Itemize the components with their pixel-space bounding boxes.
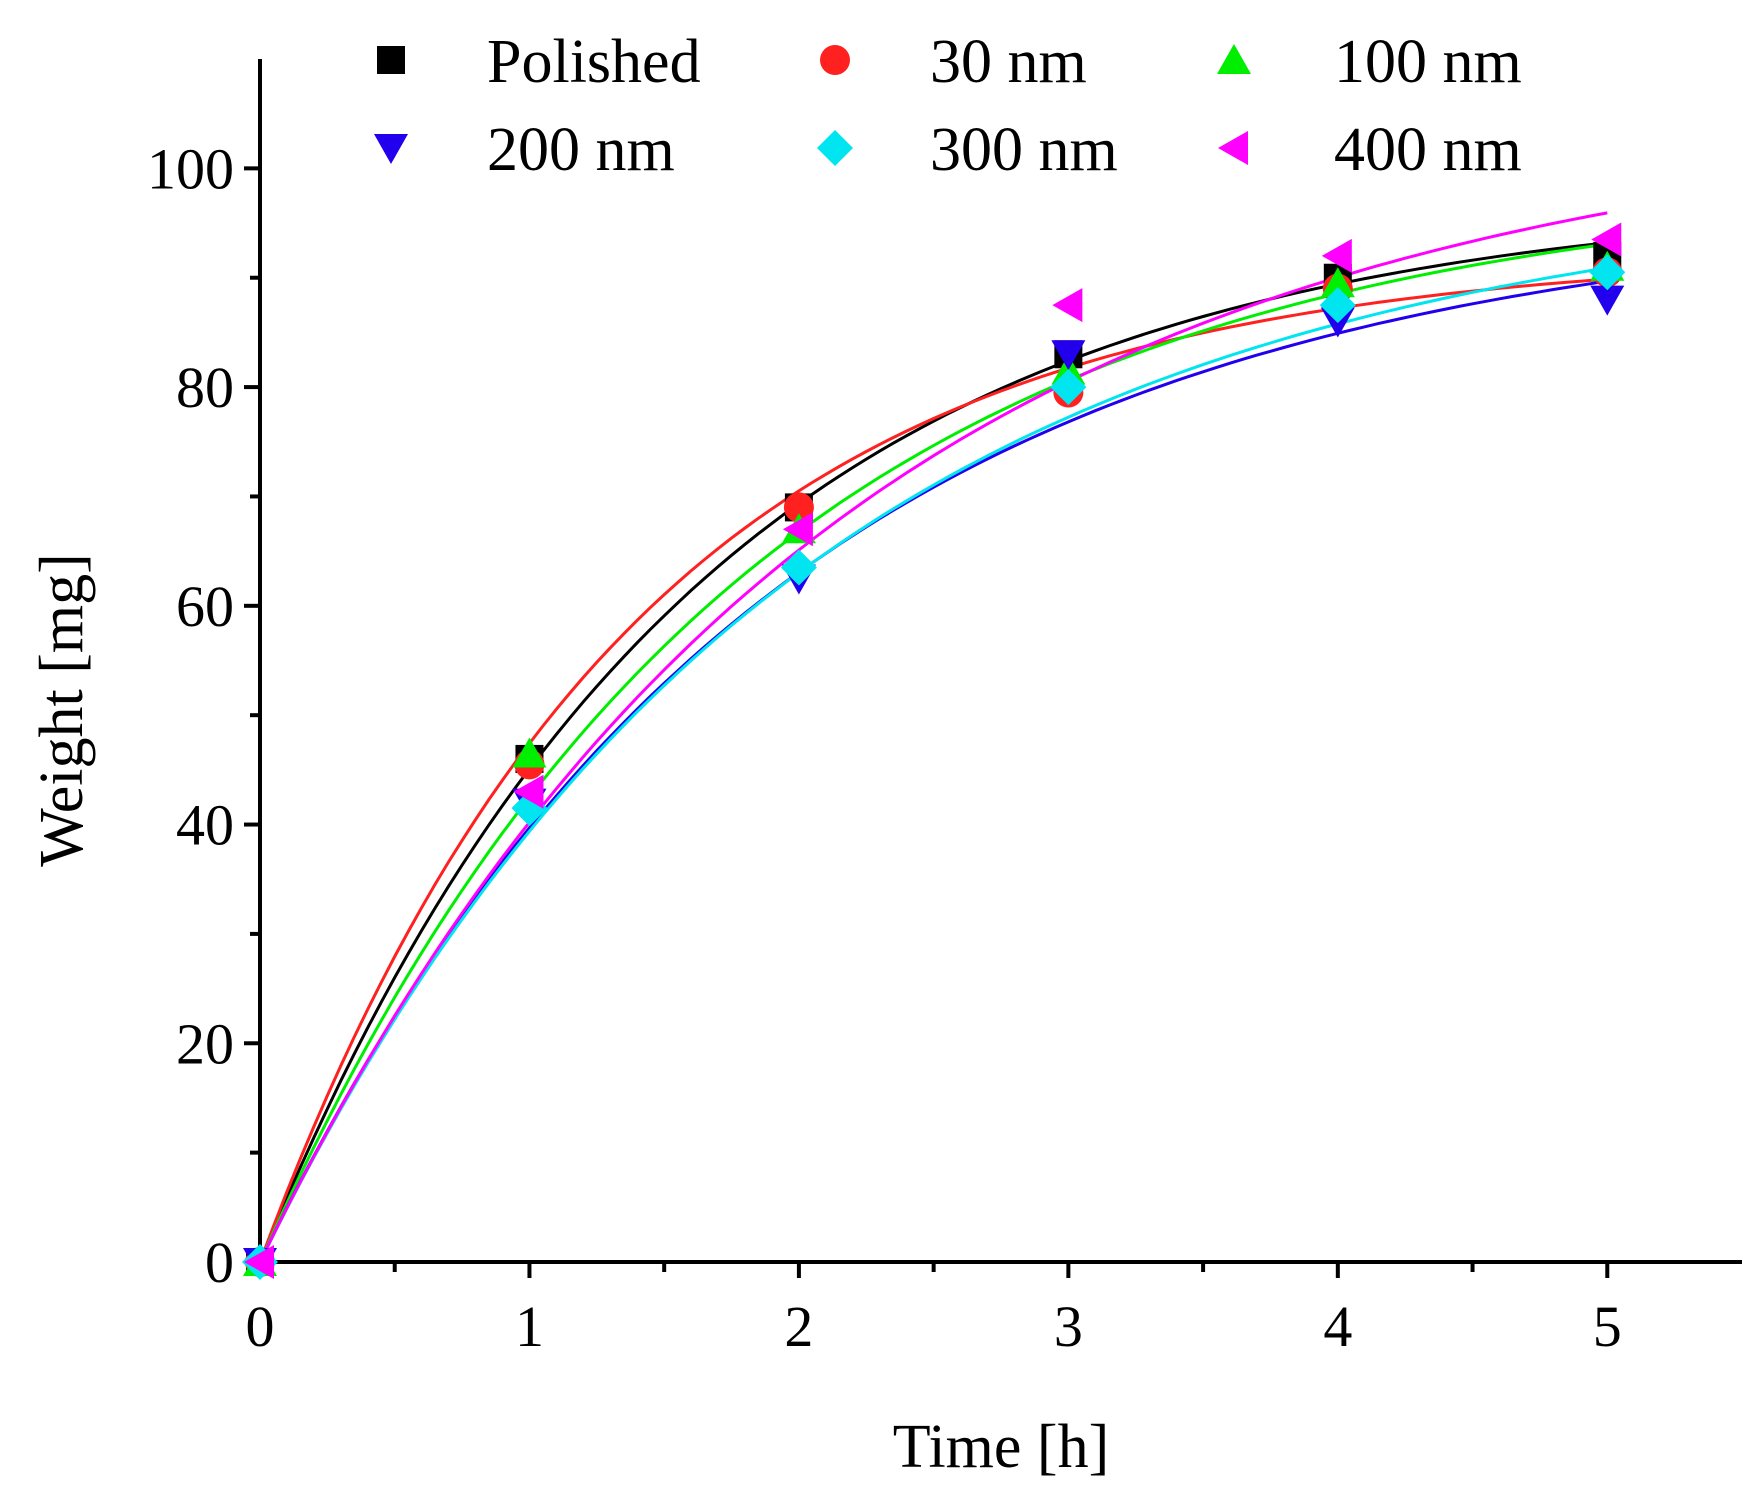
data-point-100-nm	[1320, 267, 1355, 298]
legend-marker-100-nm	[1217, 44, 1251, 74]
x-tick-label: 4	[1323, 1294, 1352, 1359]
data-points	[242, 222, 1626, 1280]
data-point-400-nm	[1052, 288, 1083, 323]
data-point-200-nm	[1051, 340, 1086, 371]
fit-curve-100-nm	[258, 242, 1608, 1263]
data-point-300-nm	[780, 549, 817, 586]
data-point-400-nm	[782, 512, 813, 547]
y-tick-label: 20	[176, 1011, 234, 1076]
data-point-400-nm	[244, 1245, 274, 1279]
legend-label: Polished	[487, 28, 701, 96]
fit-curve-30-nm	[258, 277, 1608, 1263]
data-point-400-nm	[1321, 238, 1352, 273]
legend-label: 300 nm	[930, 116, 1118, 184]
legend-marker-200-nm	[374, 134, 408, 164]
y-tick-label: 40	[176, 793, 234, 858]
y-tick-label: 0	[205, 1230, 234, 1295]
legend-marker-300-nm	[817, 130, 853, 166]
data-point-400-nm	[513, 774, 544, 809]
x-tick-label: 3	[1054, 1294, 1083, 1359]
legend-label: 30 nm	[930, 28, 1087, 96]
plot-axes	[258, 59, 1742, 1264]
legend-marker-30-nm	[820, 45, 850, 75]
legend-marker-polished	[377, 46, 405, 74]
x-axis-title: Time [h]	[893, 1413, 1109, 1481]
legend: Polished 30 nm 100 nm 200 nm 300 nm 400 nm	[374, 28, 1522, 184]
fit-curve-300-nm	[258, 266, 1608, 1263]
fit-curve-200-nm	[258, 279, 1608, 1263]
data-point-200-nm	[1590, 285, 1625, 316]
x-tick-label: 5	[1593, 1294, 1622, 1359]
legend-label: 200 nm	[487, 116, 675, 184]
data-point-30-nm	[783, 492, 814, 523]
data-point-400-nm	[1591, 222, 1622, 257]
fit-curve-400-nm	[258, 211, 1608, 1263]
fit-curve-polished	[258, 241, 1608, 1263]
x-tick-label: 0	[246, 1294, 275, 1359]
data-point-100-nm	[512, 737, 547, 768]
legend-label: 400 nm	[1334, 116, 1522, 184]
data-point-300-nm	[1589, 254, 1626, 291]
y-tick-label: 80	[176, 355, 234, 420]
y-axis-title: Weight [mg]	[28, 553, 96, 867]
y-tick-label: 60	[176, 574, 234, 639]
x-tick-label: 1	[515, 1294, 544, 1359]
data-point-300-nm	[1319, 287, 1356, 324]
legend-label: 100 nm	[1334, 28, 1522, 96]
data-point-300-nm	[1050, 369, 1087, 406]
legend-marker-400-nm	[1218, 131, 1248, 165]
x-tick-label: 2	[784, 1294, 813, 1359]
y-tick-label: 100	[147, 136, 234, 201]
fit-curves	[258, 211, 1608, 1263]
axis-ticks: 0 1 2 3 4 5 0 20 40 60 80 100	[147, 136, 1622, 1359]
